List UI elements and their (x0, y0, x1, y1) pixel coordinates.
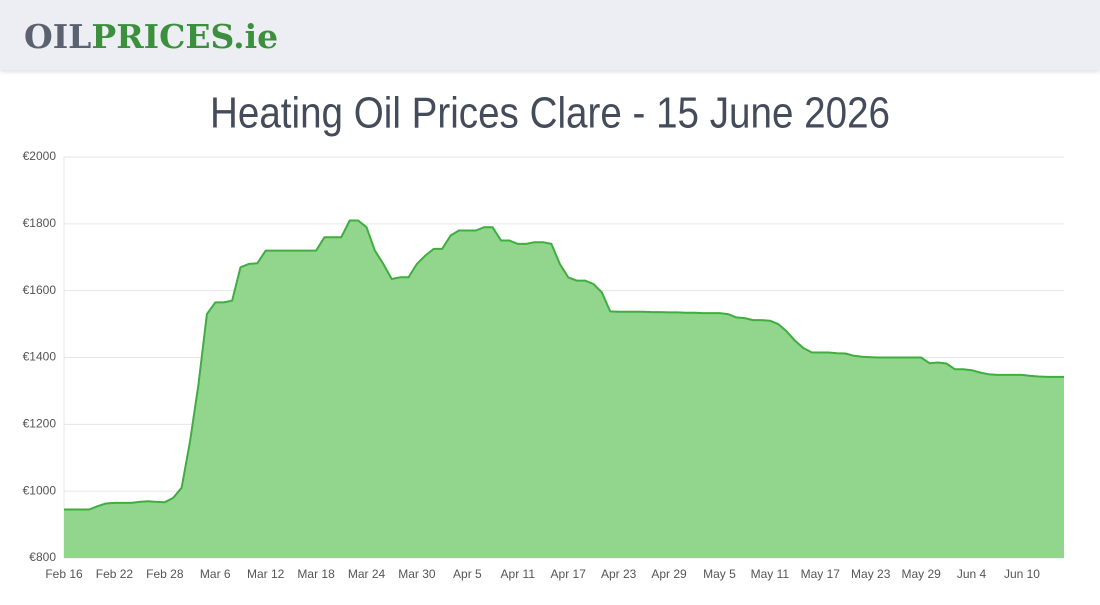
y-tick-label: €1200 (23, 417, 57, 431)
area (64, 220, 1064, 558)
x-tick-label: Mar 18 (297, 567, 335, 581)
x-tick-label: May 17 (801, 567, 841, 581)
x-tick-label: Apr 23 (601, 567, 637, 581)
y-tick-label: €1800 (23, 216, 57, 230)
line (64, 219, 1064, 511)
x-tick-label: Apr 17 (551, 567, 587, 581)
logo-oil: OIL (24, 17, 91, 56)
y-tick-label: €2000 (23, 149, 57, 163)
x-tick-label: Apr 29 (651, 567, 687, 581)
y-tick-label: €1600 (23, 283, 57, 297)
x-tick-label: Apr 5 (453, 567, 482, 581)
x-tick-label: Feb 28 (146, 567, 184, 581)
logo-prices: PRICES.ie (91, 17, 278, 56)
x-tick-label: Feb 16 (45, 567, 83, 581)
x-tick-label: Mar 12 (247, 567, 285, 581)
chart-title: Heating Oil Prices Clare - 15 June 2026 (210, 89, 890, 138)
x-tick-label: Feb 22 (96, 567, 134, 581)
x-tick-label: May 5 (703, 567, 736, 581)
x-tick-label: Mar 24 (348, 567, 386, 581)
y-tick-label: €800 (29, 550, 56, 564)
header-bar (0, 0, 1100, 70)
x-tick-label: May 11 (751, 567, 790, 581)
x-tick-label: Jun 4 (957, 567, 987, 581)
x-tick-label: Mar 6 (200, 567, 231, 581)
y-tick-label: €1000 (23, 483, 57, 497)
x-tick-label: May 29 (901, 567, 941, 581)
x-tick-label: Jun 10 (1004, 567, 1040, 581)
x-tick-label: Apr 11 (501, 567, 536, 581)
x-tick-label: Mar 30 (398, 567, 436, 581)
x-tick-label: May 23 (851, 567, 891, 581)
logo[interactable]: OILPRICES.ie (24, 17, 278, 56)
y-tick-label: €1400 (23, 350, 57, 364)
